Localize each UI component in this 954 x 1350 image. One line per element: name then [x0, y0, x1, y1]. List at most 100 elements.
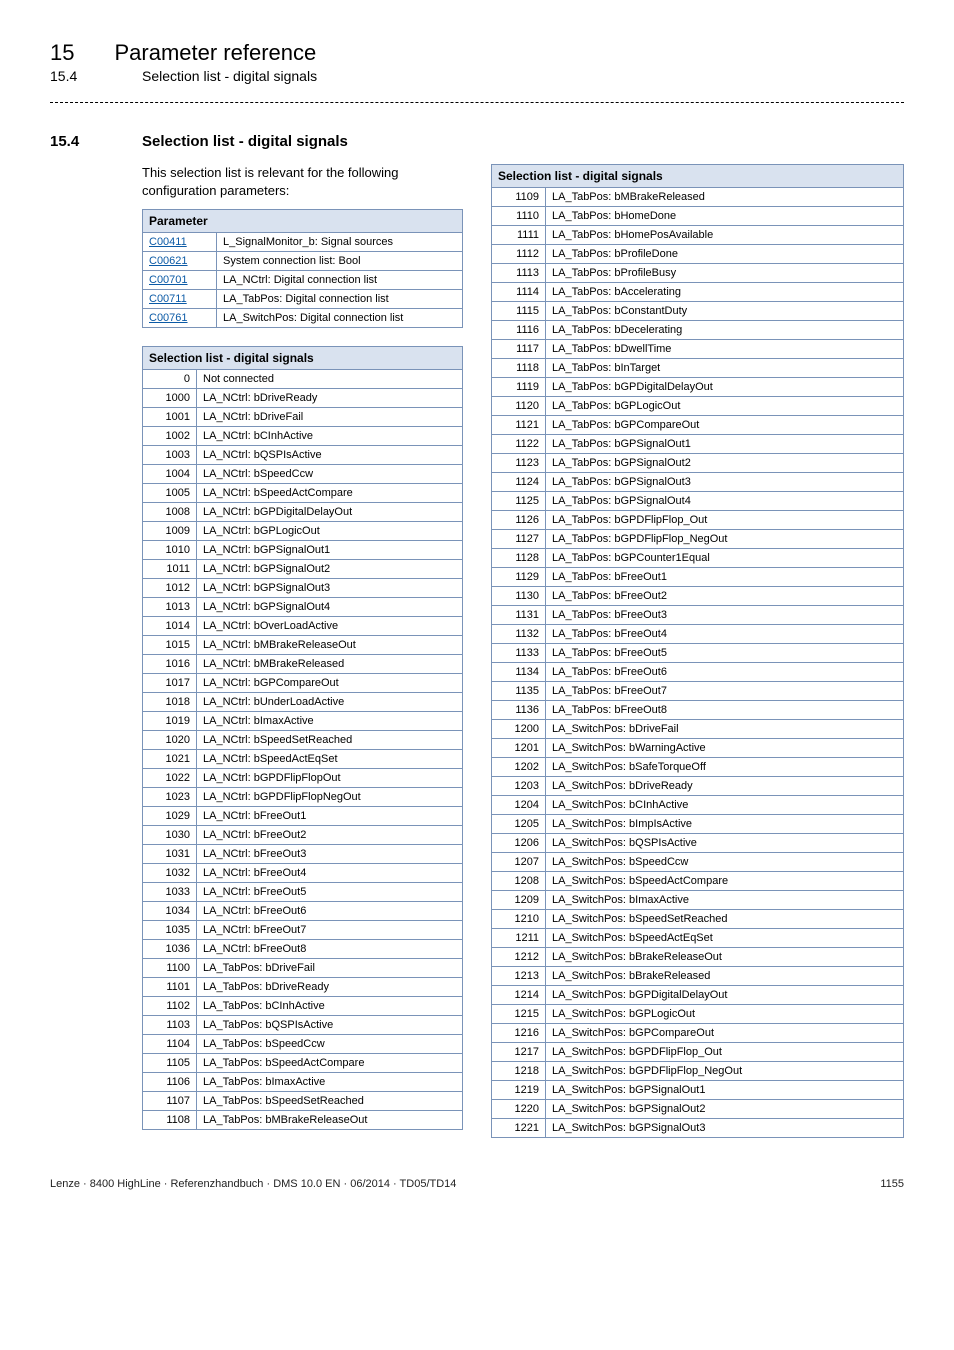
- signal-name: LA_SwitchPos: bImaxActive: [546, 891, 904, 910]
- signal-name: LA_TabPos: bFreeOut7: [546, 682, 904, 701]
- signal-id: 1107: [143, 1092, 197, 1111]
- signal-name: LA_SwitchPos: bCInhActive: [546, 796, 904, 815]
- signal-id: 1216: [492, 1024, 546, 1043]
- signals-right-header: Selection list - digital signals: [492, 165, 904, 188]
- signal-name: LA_NCtrl: bImaxActive: [197, 712, 463, 731]
- signal-row: 1016LA_NCtrl: bMBrakeReleased: [143, 655, 463, 674]
- signal-name: LA_SwitchPos: bGPLogicOut: [546, 1005, 904, 1024]
- signal-id: 1110: [492, 207, 546, 226]
- signal-row: 1129LA_TabPos: bFreeOut1: [492, 568, 904, 587]
- signal-id: 1019: [143, 712, 197, 731]
- signal-id: 1023: [143, 788, 197, 807]
- signal-row: 1031LA_NCtrl: bFreeOut3: [143, 845, 463, 864]
- parameter-link[interactable]: C00411: [149, 236, 187, 248]
- section-heading: 15.4 Selection list - digital signals: [50, 133, 904, 150]
- signal-id: 1031: [143, 845, 197, 864]
- signal-name: LA_SwitchPos: bSpeedActCompare: [546, 872, 904, 891]
- signal-row: 1008LA_NCtrl: bGPDigitalDelayOut: [143, 503, 463, 522]
- signal-name: LA_TabPos: bGPCompareOut: [546, 416, 904, 435]
- signal-id: 1016: [143, 655, 197, 674]
- signal-row: 1000LA_NCtrl: bDriveReady: [143, 389, 463, 408]
- signal-row: 1200LA_SwitchPos: bDriveFail: [492, 720, 904, 739]
- signal-row: 1107LA_TabPos: bSpeedSetReached: [143, 1092, 463, 1111]
- signal-name: LA_SwitchPos: bSpeedSetReached: [546, 910, 904, 929]
- signal-name: LA_TabPos: bFreeOut2: [546, 587, 904, 606]
- signal-id: 1211: [492, 929, 546, 948]
- signal-id: 1114: [492, 283, 546, 302]
- signal-name: LA_SwitchPos: bGPDigitalDelayOut: [546, 986, 904, 1005]
- signal-name: LA_TabPos: bFreeOut4: [546, 625, 904, 644]
- signal-row: 1032LA_NCtrl: bFreeOut4: [143, 864, 463, 883]
- parameter-link[interactable]: C00711: [149, 293, 187, 305]
- parameter-link[interactable]: C00701: [149, 274, 188, 286]
- signal-id: 1109: [492, 188, 546, 207]
- signal-row: 1108LA_TabPos: bMBrakeReleaseOut: [143, 1111, 463, 1130]
- signal-name: LA_SwitchPos: bGPSignalOut3: [546, 1119, 904, 1138]
- signal-id: 1020: [143, 731, 197, 750]
- signal-id: 1000: [143, 389, 197, 408]
- signal-row: 1122LA_TabPos: bGPSignalOut1: [492, 435, 904, 454]
- signal-name: LA_SwitchPos: bImpIsActive: [546, 815, 904, 834]
- signal-name: LA_NCtrl: bUnderLoadActive: [197, 693, 463, 712]
- signal-name: LA_TabPos: bFreeOut8: [546, 701, 904, 720]
- signal-name: LA_NCtrl: bGPSignalOut4: [197, 598, 463, 617]
- signal-row: 1135LA_TabPos: bFreeOut7: [492, 682, 904, 701]
- signal-row: 1002LA_NCtrl: bCInhActive: [143, 427, 463, 446]
- signal-row: 1009LA_NCtrl: bGPLogicOut: [143, 522, 463, 541]
- signal-id: 1201: [492, 739, 546, 758]
- parameter-link[interactable]: C00761: [149, 312, 188, 324]
- parameter-desc: L_SignalMonitor_b: Signal sources: [217, 233, 463, 252]
- signal-row: 1005LA_NCtrl: bSpeedActCompare: [143, 484, 463, 503]
- section-title: Selection list - digital signals: [142, 133, 348, 150]
- signal-row: 1029LA_NCtrl: bFreeOut1: [143, 807, 463, 826]
- signal-id: 1105: [143, 1054, 197, 1073]
- signal-id: 1021: [143, 750, 197, 769]
- signal-id: 1133: [492, 644, 546, 663]
- signal-id: 1005: [143, 484, 197, 503]
- signal-row: 1014LA_NCtrl: bOverLoadActive: [143, 617, 463, 636]
- signal-row: 1123LA_TabPos: bGPSignalOut2: [492, 454, 904, 473]
- signal-row: 1211LA_SwitchPos: bSpeedActEqSet: [492, 929, 904, 948]
- signal-name: LA_NCtrl: bFreeOut3: [197, 845, 463, 864]
- signal-row: 1112LA_TabPos: bProfileDone: [492, 245, 904, 264]
- signal-id: 1221: [492, 1119, 546, 1138]
- signal-name: LA_NCtrl: bFreeOut2: [197, 826, 463, 845]
- parameter-link[interactable]: C00621: [149, 255, 188, 267]
- signal-id: 1213: [492, 967, 546, 986]
- signal-name: LA_SwitchPos: bQSPIsActive: [546, 834, 904, 853]
- signal-row: 1034LA_NCtrl: bFreeOut6: [143, 902, 463, 921]
- signal-row: 1131LA_TabPos: bFreeOut3: [492, 606, 904, 625]
- signal-row: 1015LA_NCtrl: bMBrakeReleaseOut: [143, 636, 463, 655]
- signal-id: 1014: [143, 617, 197, 636]
- signal-name: LA_NCtrl: bOverLoadActive: [197, 617, 463, 636]
- signal-id: 1209: [492, 891, 546, 910]
- signal-id: 1126: [492, 511, 546, 530]
- signal-row: 1116LA_TabPos: bDecelerating: [492, 321, 904, 340]
- signal-id: 1102: [143, 997, 197, 1016]
- signal-name: LA_TabPos: bAccelerating: [546, 283, 904, 302]
- signal-id: 1003: [143, 446, 197, 465]
- signal-name: LA_TabPos: bSpeedSetReached: [197, 1092, 463, 1111]
- signal-row: 1134LA_TabPos: bFreeOut6: [492, 663, 904, 682]
- signal-row: 1036LA_NCtrl: bFreeOut8: [143, 940, 463, 959]
- signal-row: 1017LA_NCtrl: bGPCompareOut: [143, 674, 463, 693]
- parameter-row: C00711LA_TabPos: Digital connection list: [143, 290, 463, 309]
- signal-row: 1023LA_NCtrl: bGPDFlipFlopNegOut: [143, 788, 463, 807]
- signal-row: 1212LA_SwitchPos: bBrakeReleaseOut: [492, 948, 904, 967]
- signal-row: 1202LA_SwitchPos: bSafeTorqueOff: [492, 758, 904, 777]
- signal-id: 1111: [492, 226, 546, 245]
- signal-name: LA_TabPos: bSpeedCcw: [197, 1035, 463, 1054]
- signal-row: 1106LA_TabPos: bImaxActive: [143, 1073, 463, 1092]
- signal-id: 1029: [143, 807, 197, 826]
- signal-name: LA_TabPos: bDriveReady: [197, 978, 463, 997]
- signal-id: 1125: [492, 492, 546, 511]
- signal-name: LA_SwitchPos: bDriveFail: [546, 720, 904, 739]
- signal-name: LA_NCtrl: bGPSignalOut2: [197, 560, 463, 579]
- signal-name: LA_NCtrl: bSpeedCcw: [197, 465, 463, 484]
- parameter-row: C00411 L_SignalMonitor_b: Signal sources: [143, 233, 463, 252]
- signal-row: 1001LA_NCtrl: bDriveFail: [143, 408, 463, 427]
- signal-name: LA_NCtrl: bGPSignalOut1: [197, 541, 463, 560]
- signal-name: LA_NCtrl: bFreeOut8: [197, 940, 463, 959]
- signal-id: 1103: [143, 1016, 197, 1035]
- signal-id: 1008: [143, 503, 197, 522]
